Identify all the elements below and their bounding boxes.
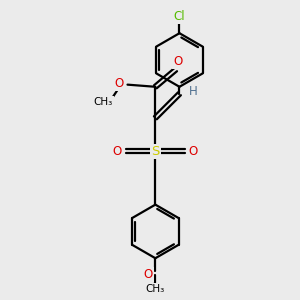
Text: CH₃: CH₃	[146, 284, 165, 294]
Text: CH₃: CH₃	[93, 97, 112, 107]
Text: O: O	[114, 76, 124, 89]
Text: O: O	[173, 55, 182, 68]
Text: S: S	[151, 145, 160, 158]
Text: Cl: Cl	[174, 10, 185, 22]
Text: O: O	[113, 145, 122, 158]
Text: H: H	[188, 85, 197, 98]
Text: O: O	[143, 268, 152, 281]
Text: O: O	[189, 145, 198, 158]
